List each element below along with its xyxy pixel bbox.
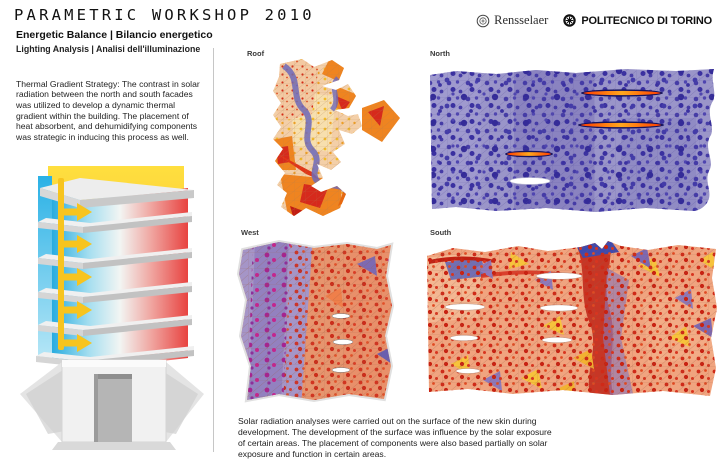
column-divider xyxy=(213,48,214,452)
rensselaer-logo: Rensselaer xyxy=(476,13,548,28)
south-map-label: South xyxy=(430,228,452,237)
institution-logos: Rensselaer POLITECNICO DI TORINO xyxy=(476,13,712,28)
page-subtitle: Energetic Balance | Bilancio energetico xyxy=(16,29,213,41)
page-title: PARAMETRIC WORKSHOP 2010 xyxy=(14,6,315,24)
politecnico-logo: POLITECNICO DI TORINO xyxy=(562,13,712,28)
north-window-slits xyxy=(505,89,664,185)
west-map xyxy=(236,239,395,403)
entrance-opening xyxy=(94,374,132,442)
rensselaer-wordmark: Rensselaer xyxy=(494,13,549,27)
politecnico-wordmark: POLITECNICO DI TORINO xyxy=(581,14,712,27)
west-window-slits xyxy=(331,313,354,373)
west-map-label: West xyxy=(241,228,259,237)
building-section-illustration xyxy=(20,166,204,450)
north-map xyxy=(430,69,715,212)
roof-map xyxy=(273,59,400,216)
north-map-label: North xyxy=(430,49,450,58)
airflow-arrows xyxy=(58,178,92,352)
thermal-strategy-text: Thermal Gradient Strategy: The contrast … xyxy=(16,78,200,142)
caption-text: Solar radiation analyses were carried ou… xyxy=(238,415,552,460)
south-window-slits xyxy=(444,272,583,374)
south-map xyxy=(427,241,717,396)
page-tagline: Lighting Analysis | Analisi dell'illumin… xyxy=(16,44,201,54)
roof-map-right-facet xyxy=(362,100,400,142)
roof-map-label: Roof xyxy=(247,49,265,58)
rensselaer-seal-icon xyxy=(476,14,490,27)
politecnico-gear-icon xyxy=(563,14,577,27)
